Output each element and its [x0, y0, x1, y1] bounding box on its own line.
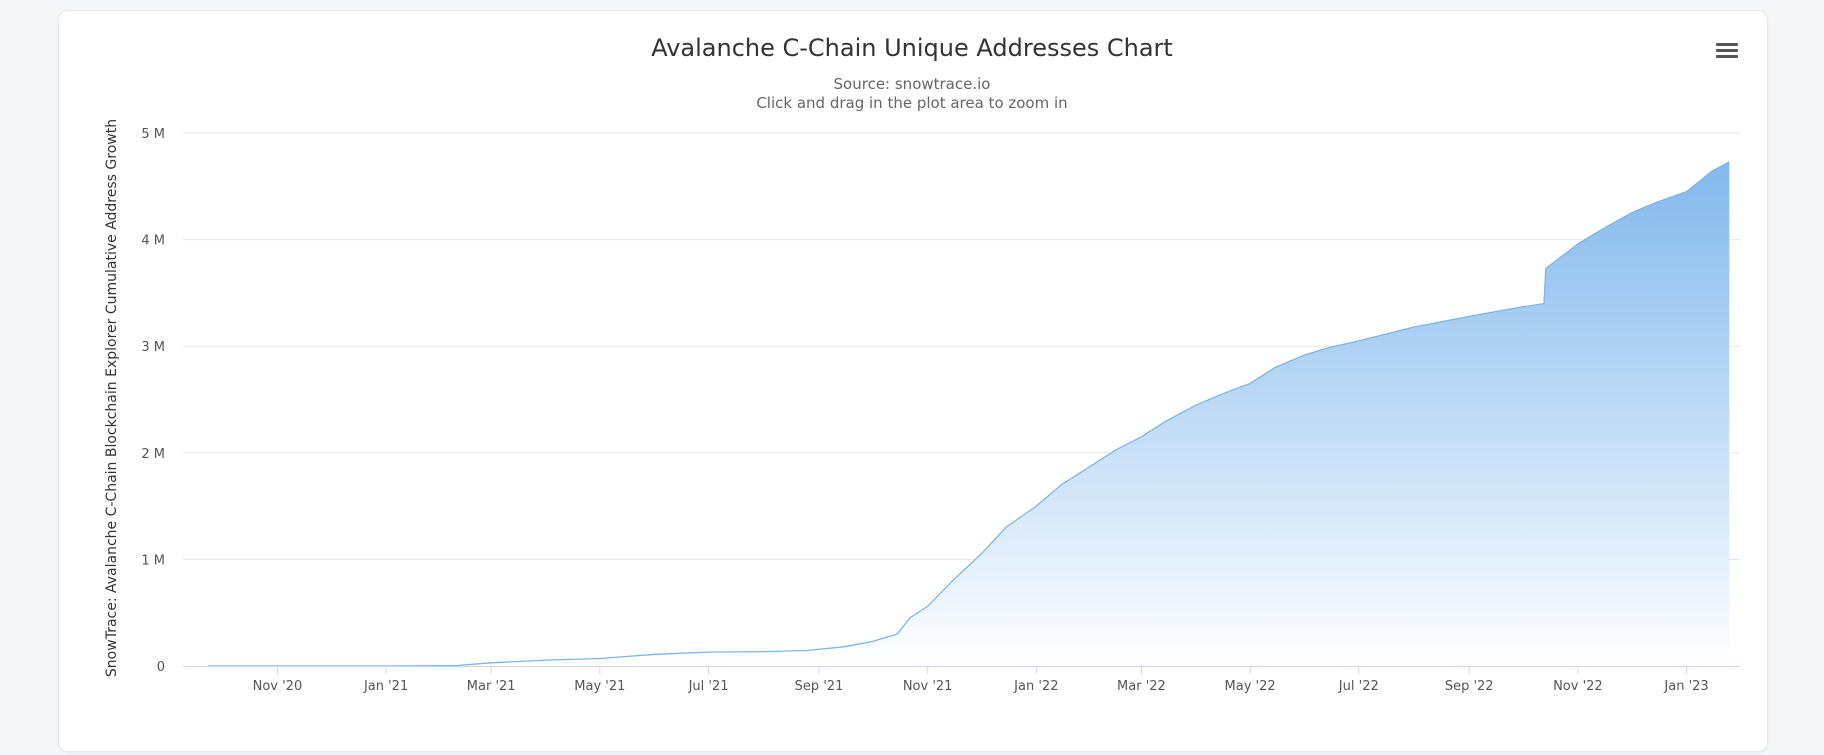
- x-tick-label: May '21: [574, 679, 625, 694]
- x-tick-label: Jan '21: [363, 679, 408, 694]
- y-tick-label: 4 M: [141, 234, 165, 249]
- x-tick-label: Jul '21: [688, 679, 729, 694]
- y-tick-label: 2 M: [141, 447, 165, 462]
- x-tick-label: Jan '22: [1013, 679, 1058, 694]
- hamburger-icon-bar: [1716, 43, 1738, 46]
- hamburger-icon-bar: [1716, 49, 1738, 52]
- chart-subtitle-zoom-hint: Click and drag in the plot area to zoom …: [756, 94, 1068, 112]
- y-tick-label: 1 M: [141, 553, 165, 568]
- y-tick-label: 3 M: [141, 340, 165, 355]
- series-area: [207, 161, 1730, 667]
- chart-menu-button[interactable]: [1714, 40, 1740, 64]
- y-tick-label: 0: [157, 660, 165, 675]
- y-tick-label: 5 M: [141, 127, 165, 142]
- x-tick-label: Nov '20: [253, 679, 303, 694]
- x-tick-label: Mar '21: [467, 679, 516, 694]
- chart-subtitle-source: Source: snowtrace.io: [833, 75, 991, 93]
- series-line: [207, 161, 1730, 667]
- x-tick-label: Sep '22: [1445, 679, 1494, 694]
- x-tick-label: Jul '22: [1338, 679, 1379, 694]
- hamburger-icon-bar: [1716, 55, 1738, 58]
- x-tick-label: Nov '21: [903, 679, 953, 694]
- x-tick-label: Nov '22: [1553, 679, 1603, 694]
- chart-title: Avalanche C-Chain Unique Addresses Chart: [651, 34, 1173, 62]
- x-tick-label: Sep '21: [795, 679, 844, 694]
- x-tick-label: Jan '23: [1663, 679, 1708, 694]
- x-tick-label: Mar '22: [1117, 679, 1166, 694]
- x-tick-label: May '22: [1225, 679, 1276, 694]
